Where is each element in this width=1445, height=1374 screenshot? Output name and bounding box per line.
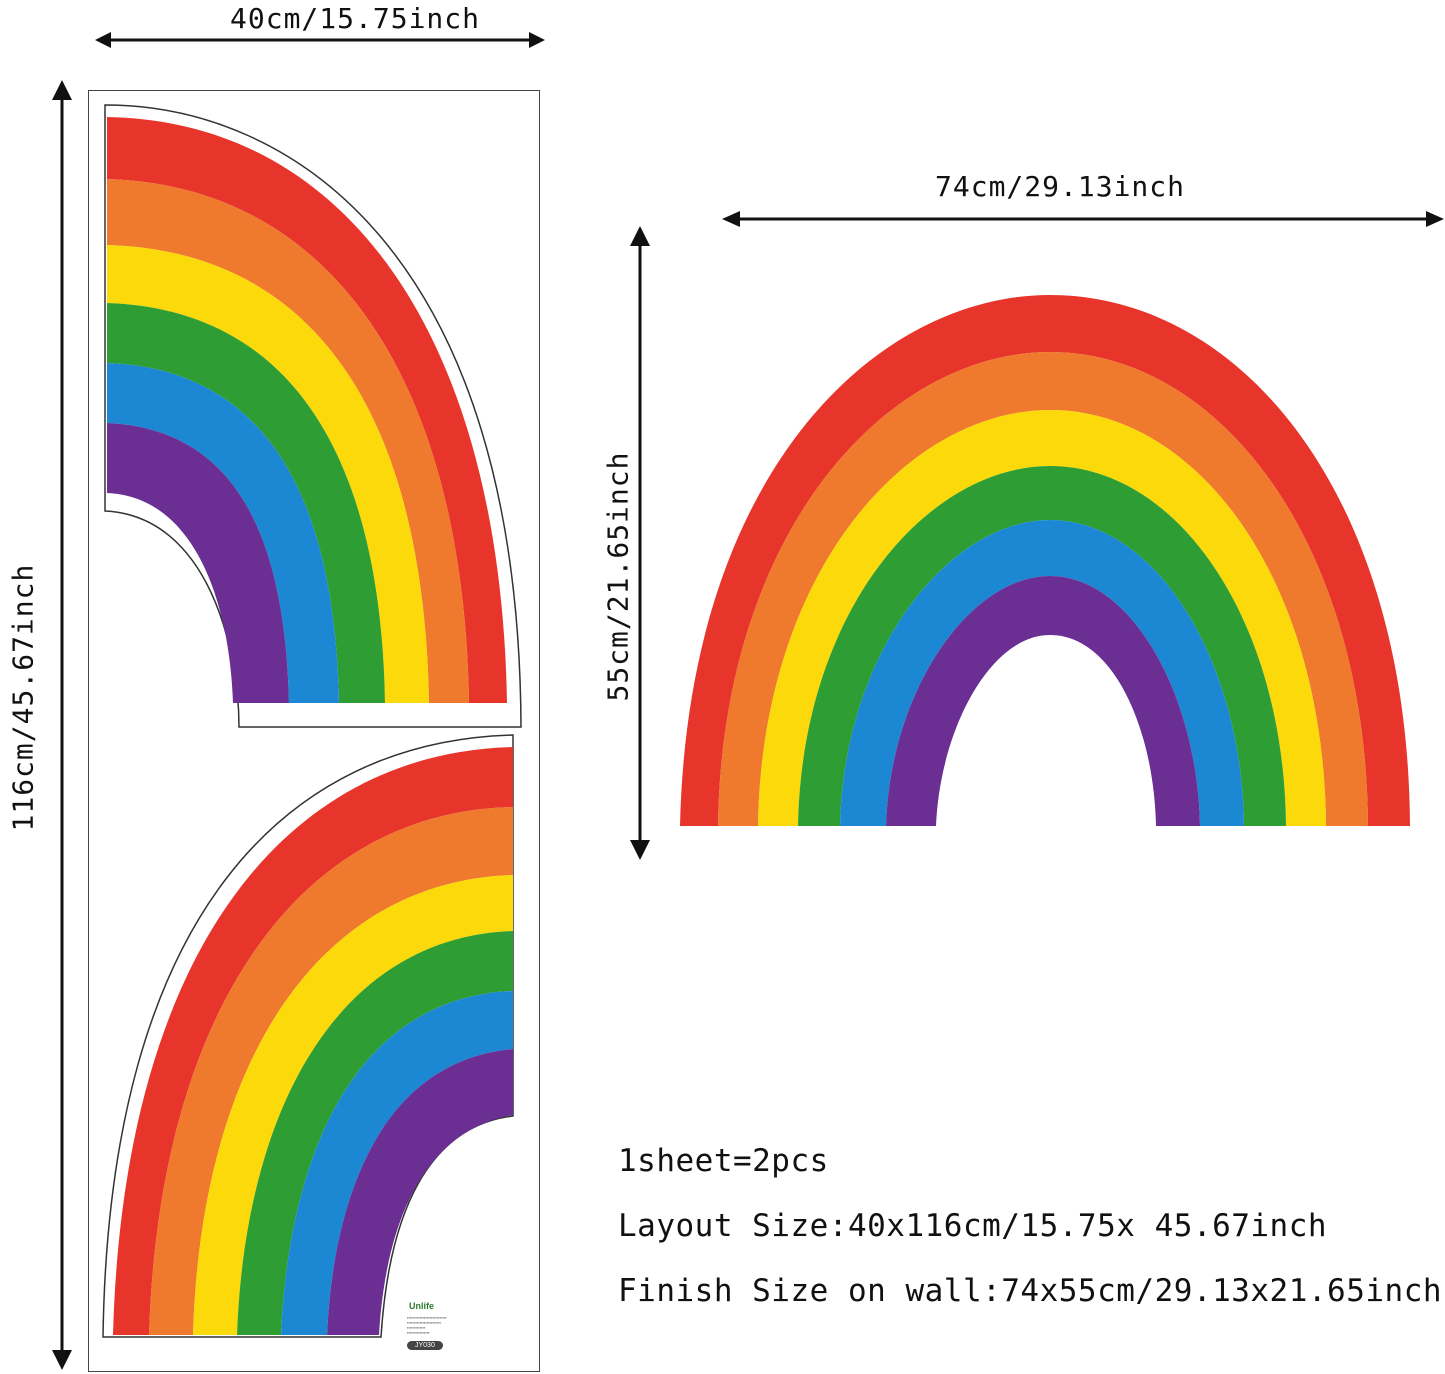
layout-size-info: Layout Size:40x116cm/15.75x 45.67inch [618, 1208, 1328, 1244]
finished-height-arrow [630, 226, 650, 860]
sheet-width-label: 40cm/15.75inch [230, 2, 481, 35]
sheet-height-arrow [52, 80, 72, 1370]
decal-sheet: Unlife ▪▪▪▪▪▪▪▪▪▪▪▪▪▪▪▪▪▪▪▪▪▪▪▪▪▪▪▪ ▪▪▪▪▪… [88, 90, 540, 1372]
sheet-width-arrow [95, 32, 545, 48]
top-rainbow-half [104, 104, 522, 728]
pieces-info: 1sheet=2pcs [618, 1143, 829, 1179]
finish-size-info: Finish Size on wall:74x55cm/29.13x21.65i… [618, 1273, 1443, 1309]
finished-width-label: 74cm/29.13inch [935, 170, 1186, 203]
bottom-rainbow-half [102, 734, 514, 1338]
product-code-badge: JY030 [407, 1341, 443, 1350]
sheet-fine-print: ▪▪▪▪▪▪▪▪▪▪▪▪▪▪▪▪▪▪▪▪▪▪▪▪▪▪▪▪ ▪▪▪▪▪▪▪▪▪▪▪▪… [407, 1315, 447, 1335]
brand-logo: Unlife [409, 1301, 435, 1311]
finished-width-arrow [722, 211, 1444, 227]
finished-height-label: 55cm/21.65inch [601, 451, 635, 702]
sheet-height-label: 116cm/45.67inch [6, 563, 40, 832]
finished-rainbow [680, 295, 1410, 826]
